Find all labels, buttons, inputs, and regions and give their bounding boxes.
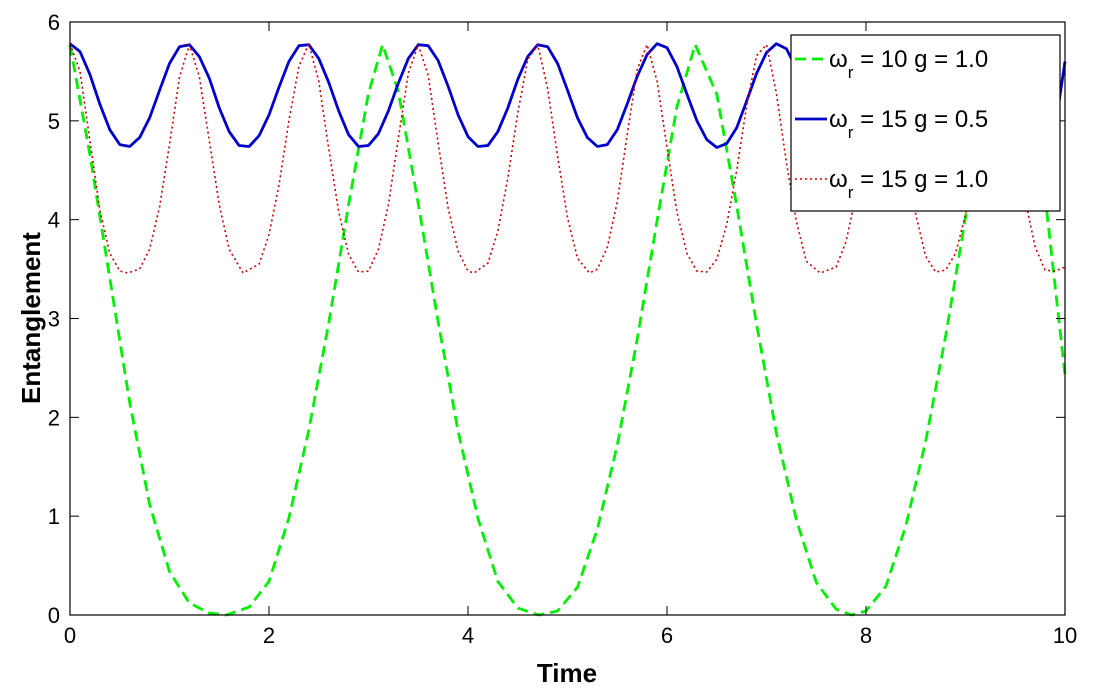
- ticks-layer: 0 2 4 6 8 10 0 1 2 3 4 5 6: [48, 10, 1077, 648]
- y-tick-label-1: 1: [48, 504, 60, 529]
- x-tick-label-0: 0: [64, 623, 76, 648]
- x-tick-label-1: 2: [263, 623, 275, 648]
- y-tick-label-0: 0: [48, 603, 60, 628]
- legend-label-2: ωr = 15 g = 0.5: [829, 106, 988, 142]
- legend-box: [790, 34, 1061, 212]
- x-tick-label-4: 8: [860, 623, 872, 648]
- y-tick-label-4: 4: [48, 208, 60, 233]
- series-line-1: [68, 43, 1067, 617]
- x-tick-label-5: 10: [1053, 623, 1077, 648]
- legend: ωr = 10 g = 1.0 ωr = 15 g = 0.5 ωr = 15 g …: [790, 34, 1061, 212]
- x-tick-label-2: 4: [462, 623, 474, 648]
- y-tick-label-2: 2: [48, 405, 60, 430]
- y-tick-label-5: 5: [48, 109, 60, 134]
- x-tick-label-3: 6: [661, 623, 673, 648]
- y-axis-label: Entanglement: [16, 232, 46, 404]
- legend-label-3: ωr = 15 g = 1.0: [829, 166, 988, 202]
- x-axis-label: Time: [537, 658, 597, 688]
- y-tick-label-3: 3: [48, 307, 60, 332]
- legend-label-1: ωr = 10 g = 1.0: [829, 46, 988, 82]
- y-tick-label-6: 6: [48, 10, 60, 35]
